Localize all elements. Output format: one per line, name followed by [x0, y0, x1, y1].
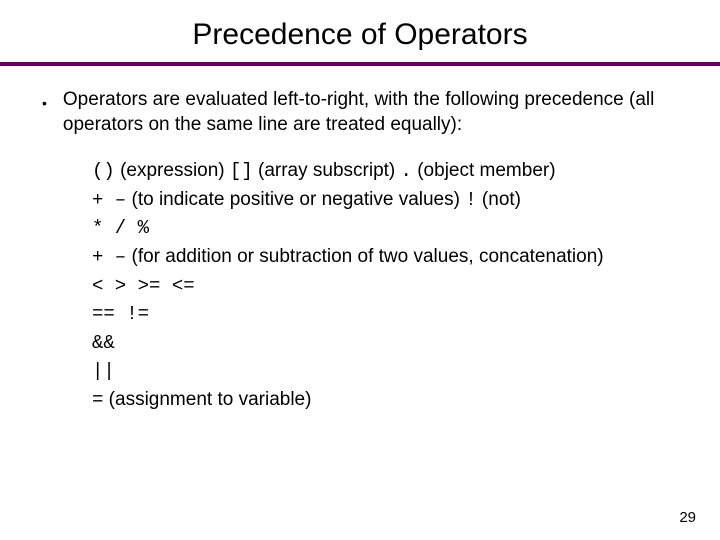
bullet-item: • Operators are evaluated left-to-right,…	[42, 88, 688, 137]
desc-text: (not)	[477, 189, 521, 210]
prec-row: &&	[92, 329, 688, 358]
bullet-text: Operators are evaluated left-to-right, w…	[63, 88, 688, 137]
desc-text: (array subscript)	[253, 160, 401, 181]
prec-row: ||	[92, 357, 688, 386]
page-number: 29	[679, 509, 696, 526]
prec-row: () (expression) [] (array subscript) . (…	[92, 157, 688, 186]
op-text: == !=	[92, 303, 149, 325]
desc-text: (object member)	[412, 160, 556, 181]
op-text: ()	[92, 160, 115, 182]
prec-row: * / %	[92, 214, 688, 243]
op-text: []	[230, 160, 253, 182]
op-text: + –	[92, 246, 126, 268]
desc-text: (assignment to variable)	[103, 389, 311, 410]
op-text: + –	[92, 189, 126, 211]
precedence-block: () (expression) [] (array subscript) . (…	[92, 157, 688, 414]
op-text: ||	[92, 360, 115, 382]
op-text: * / %	[92, 217, 149, 239]
bullet-dot-icon: •	[42, 94, 47, 112]
op-text: < > >= <=	[92, 275, 195, 297]
prec-row: == !=	[92, 300, 688, 329]
slide: Precedence of Operators • Operators are …	[0, 0, 720, 540]
prec-row: = (assignment to variable)	[92, 386, 688, 415]
op-text: =	[92, 389, 103, 411]
prec-row: < > >= <=	[92, 272, 688, 301]
op-text: &&	[92, 332, 115, 354]
op-text: .	[401, 160, 412, 182]
slide-title: Precedence of Operators	[32, 18, 688, 52]
desc-text: (expression)	[115, 160, 230, 181]
prec-row: + – (to indicate positive or negative va…	[92, 186, 688, 215]
desc-text: (for addition or subtraction of two valu…	[126, 246, 603, 267]
title-rule	[0, 62, 720, 66]
op-text: !	[465, 189, 476, 211]
prec-row: + – (for addition or subtraction of two …	[92, 243, 688, 272]
desc-text: (to indicate positive or negative values…	[126, 189, 465, 210]
